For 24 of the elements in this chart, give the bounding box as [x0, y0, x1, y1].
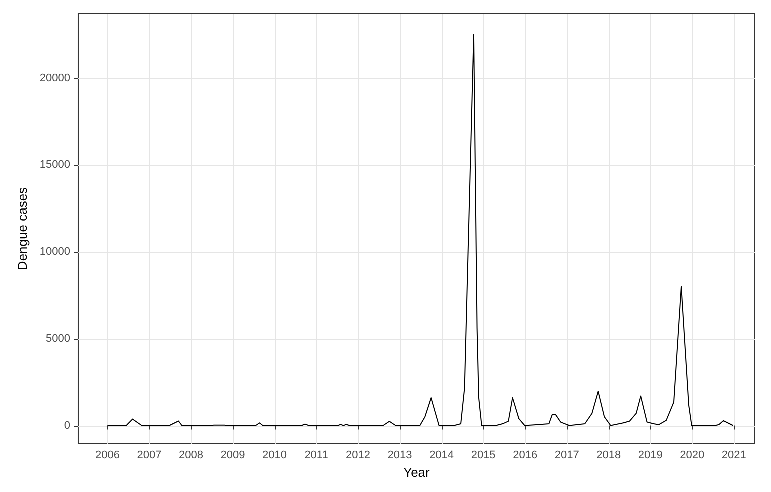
x-tick-label: 2018 [596, 450, 622, 462]
y-tick-label: 10000 [40, 246, 70, 258]
y-tick-label: 5000 [46, 332, 70, 345]
x-tick-label: 2015 [471, 450, 496, 462]
line-series [107, 34, 734, 426]
y-tick-label: 0 [64, 420, 70, 432]
y-tick-label: 15000 [40, 159, 70, 172]
x-tick-label: 2009 [220, 450, 246, 462]
x-tick-label: 2019 [638, 450, 663, 462]
x-tick-label: 2012 [346, 450, 371, 462]
x-tick-label: 2016 [513, 450, 538, 462]
x-tick-label: 2008 [179, 450, 204, 462]
x-tick-label: 2017 [554, 450, 580, 462]
x-tick-label: 2013 [388, 450, 412, 462]
x-tick-label: 2014 [430, 450, 454, 462]
x-tick-label: 2010 [262, 450, 288, 462]
x-tick-label: 2020 [680, 450, 705, 462]
x-axis-title: Year [404, 465, 431, 480]
x-tick-label: 2011 [304, 450, 328, 462]
y-axis-title: Dengue cases [15, 186, 30, 271]
x-tick-label: 2021 [722, 450, 746, 462]
x-tick-label: 2006 [95, 450, 120, 462]
x-tick-label: 2007 [137, 450, 162, 462]
y-tick-label: 20000 [40, 72, 70, 84]
